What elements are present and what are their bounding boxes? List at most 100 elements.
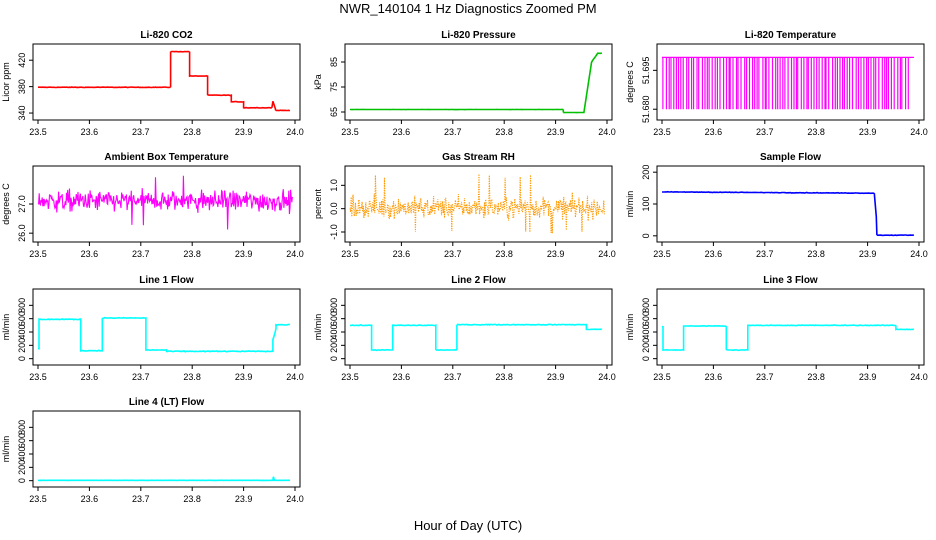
x-tick-label: 24.0 bbox=[286, 494, 304, 504]
y-axis-label: ml/min bbox=[313, 314, 323, 341]
x-tick-label: 23.5 bbox=[29, 127, 47, 137]
x-tick-label: 24.0 bbox=[286, 127, 304, 137]
panel-line1: Line 1 Flow ml/min 23.5 23.6 23.7 23.8 23.9 24.… bbox=[1, 275, 304, 382]
y-axis-label: ml/min bbox=[1, 314, 11, 341]
x-tick-label: 23.9 bbox=[547, 249, 565, 259]
y-tick-label: 0 bbox=[641, 233, 651, 238]
panel-title: Li-820 Pressure bbox=[441, 30, 516, 41]
y-tick-label: 200 bbox=[17, 338, 27, 353]
y-axis-label: Licor ppm bbox=[1, 62, 11, 102]
panel-frame bbox=[32, 288, 301, 366]
y-tick-label: 51.695 bbox=[641, 57, 651, 85]
y-tick-label: 600 bbox=[17, 433, 27, 448]
x-tick-label: 23.8 bbox=[183, 249, 201, 259]
y-tick-label: 420 bbox=[17, 53, 27, 68]
panel-title: Li-820 Temperature bbox=[745, 30, 837, 41]
y-axis-label: degrees C bbox=[625, 61, 635, 103]
y-tick-label: 600 bbox=[329, 311, 339, 326]
y-tick-label: -1.0 bbox=[329, 224, 339, 240]
y-axis-label: degrees C bbox=[1, 183, 11, 225]
y-tick-label: 0 bbox=[17, 478, 27, 483]
x-tick-label: 23.8 bbox=[495, 127, 513, 137]
panel-title: Ambient Box Temperature bbox=[104, 152, 229, 163]
x-tick-label: 24.0 bbox=[286, 372, 304, 382]
series-line bbox=[662, 324, 915, 352]
x-tick-label: 23.5 bbox=[653, 127, 671, 137]
y-tick-label: 100 bbox=[641, 196, 651, 211]
y-tick-label: 26.0 bbox=[17, 224, 27, 242]
x-tick-label: 23.6 bbox=[393, 249, 411, 259]
series-line bbox=[37, 476, 290, 482]
x-tick-label: 23.9 bbox=[235, 249, 253, 259]
x-tick-label: 23.7 bbox=[444, 127, 462, 137]
y-tick-label: 400 bbox=[17, 324, 27, 339]
x-tick-label: 23.6 bbox=[705, 372, 723, 382]
x-tick-label: 23.9 bbox=[547, 127, 565, 137]
x-tick-label: 23.8 bbox=[183, 494, 201, 504]
x-tick-label: 23.6 bbox=[393, 372, 411, 382]
figure-title: NWR_140104 1 Hz Diagnostics Zoomed PM bbox=[339, 1, 597, 16]
panel-frame bbox=[32, 410, 301, 488]
y-tick-label: 75 bbox=[329, 82, 339, 92]
series-sample_flow bbox=[662, 190, 914, 237]
figure-x-axis-title: Hour of Day (UTC) bbox=[413, 518, 523, 533]
y-axis-label: percent bbox=[313, 188, 323, 219]
x-tick-label: 23.9 bbox=[235, 494, 253, 504]
x-tick-label: 23.5 bbox=[341, 127, 359, 137]
series-line3 bbox=[662, 324, 915, 352]
x-tick-label: 23.7 bbox=[132, 127, 150, 137]
x-tick-label: 23.6 bbox=[705, 127, 723, 137]
x-tick-label: 24.0 bbox=[598, 249, 616, 259]
y-tick-label: 0 bbox=[17, 356, 27, 361]
x-tick-label: 23.7 bbox=[756, 372, 774, 382]
x-tick-label: 23.8 bbox=[807, 249, 825, 259]
x-tick-label: 23.5 bbox=[29, 372, 47, 382]
x-tick-label: 23.7 bbox=[132, 494, 150, 504]
y-tick-label: 380 bbox=[17, 79, 27, 94]
x-tick-label: 23.6 bbox=[393, 127, 411, 137]
panel-pressure: Li-820 Pressure kPa 23.5 23.6 23.7 23.8 23.9 24… bbox=[313, 30, 616, 137]
series-line2 bbox=[350, 323, 603, 352]
x-tick-label: 23.8 bbox=[807, 372, 825, 382]
y-tick-label: 400 bbox=[17, 446, 27, 461]
panel-sample_flow: Sample Flow ml/min 23.5 23.6 23.7 23.8 23.9 24.… bbox=[625, 152, 928, 259]
x-tick-label: 23.5 bbox=[29, 249, 47, 259]
panel-title: Line 4 (LT) Flow bbox=[129, 397, 205, 408]
panel-line3: Line 3 Flow ml/min 23.5 23.6 23.7 23.8 23.9 24.… bbox=[625, 275, 928, 382]
y-tick-label: 200 bbox=[641, 165, 651, 180]
y-axis-label: ml/min bbox=[625, 314, 635, 341]
series-pressure bbox=[350, 52, 602, 114]
panel-box_temp: Ambient Box Temperature degrees C 23.5 23.6… bbox=[1, 152, 304, 259]
panel-frame bbox=[656, 288, 925, 366]
x-tick-label: 23.9 bbox=[859, 127, 877, 137]
panel-frame bbox=[656, 43, 925, 121]
y-tick-label: 800 bbox=[329, 298, 339, 313]
y-tick-label: 800 bbox=[17, 298, 27, 313]
x-tick-label: 23.5 bbox=[653, 372, 671, 382]
x-tick-label: 23.5 bbox=[341, 372, 359, 382]
x-tick-label: 23.7 bbox=[756, 249, 774, 259]
x-tick-label: 23.5 bbox=[341, 249, 359, 259]
x-tick-label: 23.6 bbox=[81, 249, 99, 259]
x-tick-label: 23.9 bbox=[547, 372, 565, 382]
panel-frame bbox=[344, 43, 613, 121]
y-tick-label: 85 bbox=[329, 57, 339, 67]
x-tick-label: 23.7 bbox=[132, 372, 150, 382]
x-tick-label: 23.7 bbox=[444, 372, 462, 382]
x-tick-label: 23.6 bbox=[705, 249, 723, 259]
y-axis-label: ml/min bbox=[1, 436, 11, 463]
panel-title: Line 3 Flow bbox=[763, 275, 818, 286]
series-noise bbox=[37, 175, 293, 230]
series-co2 bbox=[38, 50, 291, 112]
y-tick-label: 400 bbox=[641, 324, 651, 339]
x-tick-label: 23.5 bbox=[653, 249, 671, 259]
y-tick-label: 27.0 bbox=[17, 195, 27, 213]
panel-line2: Line 2 Flow ml/min 23.5 23.6 23.7 23.8 23.9 24.… bbox=[313, 275, 616, 382]
panel-title: Gas Stream RH bbox=[442, 152, 515, 163]
x-tick-label: 23.8 bbox=[183, 127, 201, 137]
y-tick-label: 340 bbox=[17, 106, 27, 121]
y-tick-label: 200 bbox=[329, 338, 339, 353]
panel-frame bbox=[32, 43, 301, 121]
x-tick-label: 24.0 bbox=[286, 249, 304, 259]
